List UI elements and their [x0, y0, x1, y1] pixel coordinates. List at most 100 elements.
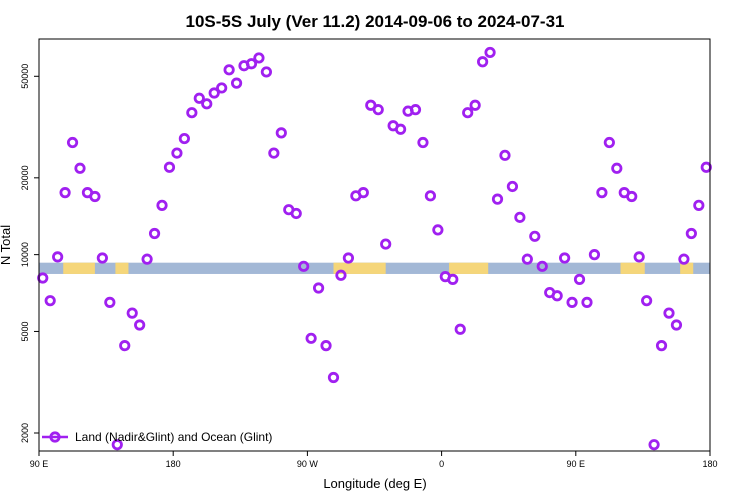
- data-point: [186, 107, 198, 119]
- y-axis-label: N Total: [0, 225, 13, 265]
- data-point: [193, 92, 205, 104]
- x-tick-label: 180: [166, 459, 181, 469]
- x-tick-label: 90 E: [30, 459, 49, 469]
- data-point: [380, 238, 392, 250]
- data-point: [633, 251, 645, 263]
- data-point: [96, 252, 108, 264]
- data-point: [693, 199, 705, 211]
- y-tick-label: 2000: [20, 423, 30, 443]
- data-point: [312, 282, 325, 294]
- data-point: [66, 136, 79, 149]
- data-point: [700, 161, 712, 173]
- data-point: [104, 296, 116, 308]
- data-point: [89, 190, 101, 203]
- x-axis-label: Longitude (deg E): [323, 476, 426, 491]
- data-point: [59, 187, 71, 199]
- data-point: [641, 295, 653, 307]
- data-point: [171, 147, 183, 159]
- data-point: [208, 87, 220, 99]
- legend-label: Land (Nadir&Glint) and Ocean (Glint): [75, 430, 272, 444]
- land-band-segment: [680, 262, 694, 274]
- land-band-segment: [63, 262, 95, 274]
- data-point: [685, 227, 697, 240]
- data-point: [372, 104, 384, 116]
- x-tick-label: 90 W: [297, 459, 319, 469]
- data-point: [260, 66, 272, 78]
- data-point: [588, 249, 601, 261]
- data-point: [432, 224, 444, 236]
- data-point: [424, 190, 437, 202]
- legend: Land (Nadir&Glint) and Ocean (Glint): [42, 430, 272, 444]
- data-point: [320, 340, 332, 352]
- data-point: [462, 107, 474, 119]
- data-point: [409, 104, 422, 116]
- data-point: [216, 82, 228, 94]
- data-point: [245, 58, 258, 70]
- data-point: [111, 439, 123, 451]
- data-point: [581, 296, 593, 308]
- x-tick-label: 180: [702, 459, 717, 469]
- data-point: [417, 136, 429, 149]
- data-point: [491, 193, 504, 205]
- data-point: [477, 56, 489, 68]
- data-point: [357, 187, 369, 199]
- plot-frame: [38, 38, 711, 452]
- data-point: [134, 319, 146, 331]
- data-point: [529, 230, 541, 242]
- data-point: [678, 253, 690, 265]
- data-point: [559, 252, 571, 264]
- data-point: [335, 269, 347, 281]
- x-tick-label: 0: [439, 459, 444, 469]
- data-point: [663, 307, 675, 319]
- data-point: [37, 272, 49, 284]
- legend-marker-swatch: [49, 431, 61, 443]
- data-point: [506, 180, 519, 193]
- data-point: [253, 52, 265, 64]
- data-point: [603, 136, 615, 149]
- land-band-segment: [115, 262, 129, 274]
- data-point: [655, 340, 668, 352]
- data-point: [573, 273, 586, 285]
- data-point: [298, 260, 310, 272]
- chart-title: 10S-5S July (Ver 11.2) 2014-09-06 to 202…: [186, 12, 565, 31]
- data-point: [454, 323, 466, 335]
- data-point: [230, 77, 243, 89]
- axis-ticks: 90 E 180 90 W 0 90 E 180 2000 5000 10000 20000 500…: [20, 64, 718, 469]
- y-tick-label: 50000: [20, 64, 30, 89]
- land-band-segment: [620, 262, 645, 274]
- data-point: [156, 199, 168, 211]
- data-point: [141, 253, 153, 265]
- data-point: [469, 99, 481, 111]
- data-point: [484, 46, 496, 59]
- data-point: [596, 187, 608, 199]
- data-point: [74, 162, 86, 174]
- data-point: [394, 123, 407, 135]
- data-point: [626, 190, 638, 203]
- data-point: [670, 319, 683, 331]
- data-point: [499, 149, 511, 161]
- data-point: [275, 127, 287, 139]
- y-tick-label: 20000: [20, 165, 30, 190]
- y-tick-label: 10000: [20, 242, 30, 267]
- data-point: [342, 252, 355, 264]
- data-point: [536, 260, 548, 272]
- x-tick-label: 90 E: [567, 459, 586, 469]
- data-point: [163, 161, 176, 173]
- data-point: [268, 147, 280, 159]
- data-point: [223, 64, 235, 76]
- data-point: [514, 211, 526, 223]
- data-point: [126, 307, 138, 319]
- data-point: [290, 207, 302, 220]
- data-point: [327, 371, 340, 384]
- data-point: [551, 290, 563, 302]
- data-point: [611, 162, 623, 174]
- data-points: [37, 46, 712, 451]
- data-point: [201, 98, 213, 110]
- land-ocean-band: [39, 262, 710, 274]
- data-point: [566, 296, 578, 308]
- data-point: [521, 253, 533, 265]
- data-point: [52, 251, 64, 263]
- data-point: [648, 439, 660, 451]
- data-point: [447, 273, 459, 285]
